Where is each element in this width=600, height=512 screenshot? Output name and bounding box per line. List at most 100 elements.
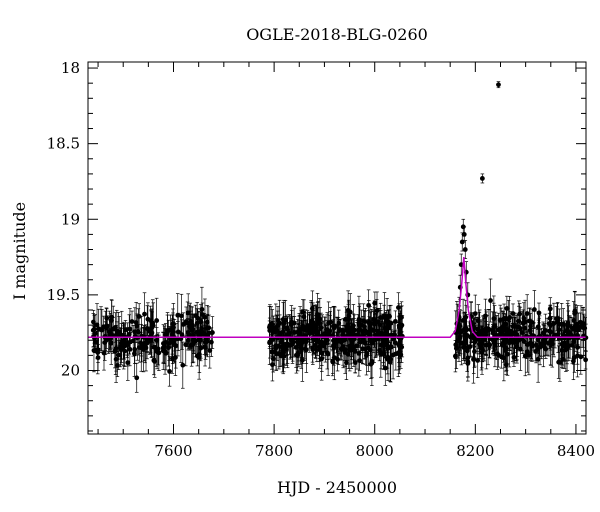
data-point (348, 331, 354, 369)
data-point (125, 344, 131, 381)
data-point (148, 310, 154, 359)
data-point (399, 305, 405, 345)
data-point (371, 311, 376, 336)
data-point (557, 343, 563, 382)
y-tick-label: 18 (61, 59, 80, 77)
data-point (332, 306, 338, 346)
data-point (139, 327, 145, 363)
data-point (144, 327, 150, 360)
data-point (500, 310, 506, 344)
data-point (492, 305, 498, 347)
data-point (103, 329, 109, 352)
data-point (136, 303, 142, 330)
data-point (521, 302, 527, 335)
data-point (170, 308, 176, 347)
data-point (526, 307, 532, 335)
data-point (522, 335, 528, 377)
data-point (549, 321, 555, 368)
data-point (555, 315, 561, 353)
data-point (298, 322, 304, 369)
data-point (173, 323, 179, 369)
data-point (388, 336, 394, 383)
data-point (104, 308, 110, 328)
data-point (284, 333, 289, 366)
data-point (99, 309, 105, 352)
data-point (499, 345, 504, 369)
data-point (95, 331, 101, 375)
data-point (462, 240, 468, 259)
data-point (273, 335, 279, 371)
data-point (496, 81, 501, 89)
data-point (196, 311, 201, 360)
data-point (540, 323, 546, 357)
data-point (127, 332, 133, 367)
data-point (151, 345, 157, 376)
data-point (471, 344, 477, 374)
x-tick-label: 7800 (255, 442, 293, 460)
data-point (206, 306, 212, 350)
data-point (571, 342, 576, 381)
data-point (276, 340, 282, 368)
data-point (275, 306, 281, 335)
x-axis-title: HJD - 2450000 (277, 478, 397, 497)
data-point (301, 299, 307, 335)
model-curve (88, 257, 586, 338)
data-point (533, 326, 539, 364)
data-point (132, 334, 138, 364)
data-point (148, 309, 154, 332)
y-tick-label: 20 (61, 361, 80, 379)
data-point (277, 314, 283, 352)
data-point (362, 308, 368, 353)
data-point (564, 327, 570, 365)
y-tick-label: 19 (61, 210, 80, 228)
data-point (336, 309, 342, 337)
data-point (357, 350, 363, 371)
data-point (116, 316, 122, 348)
data-point (513, 323, 519, 362)
plot-frame (87, 61, 587, 435)
data-point (203, 323, 209, 356)
data-point (472, 335, 477, 368)
x-tick-label: 8000 (356, 442, 394, 460)
chart-title: OGLE-2018-BLG-0260 (246, 25, 428, 44)
data-point (569, 326, 575, 365)
data-point (133, 302, 139, 344)
data-point (351, 318, 357, 361)
data-point (101, 335, 107, 371)
data-point (269, 334, 275, 370)
data-point (200, 302, 205, 327)
data-point (513, 317, 518, 350)
data-point (94, 303, 100, 347)
data-point (479, 328, 485, 354)
data-point (185, 330, 191, 351)
data-point (185, 293, 191, 333)
data-point (575, 312, 581, 348)
y-axis-title: I magnitude (10, 202, 29, 300)
data-point (167, 356, 172, 387)
data-point (371, 327, 377, 353)
data-point (456, 320, 462, 342)
data-point (562, 320, 567, 369)
data-point (360, 319, 365, 344)
data-point (505, 317, 511, 365)
data-point (189, 323, 195, 367)
data-point (281, 334, 287, 360)
data-point (311, 325, 317, 354)
data-point (134, 362, 140, 393)
data-point (129, 310, 135, 333)
data-point (345, 308, 350, 353)
data-point (317, 298, 323, 348)
data-point (331, 332, 337, 363)
data-point (510, 303, 516, 324)
data-point (108, 312, 113, 352)
data-point (462, 311, 468, 359)
data-point (477, 329, 482, 359)
data-point (511, 347, 517, 367)
data-point (390, 330, 396, 380)
data-point (175, 312, 181, 351)
data-point (303, 326, 309, 373)
data-point (340, 332, 346, 366)
data-point (91, 328, 97, 373)
data-point (331, 335, 337, 381)
